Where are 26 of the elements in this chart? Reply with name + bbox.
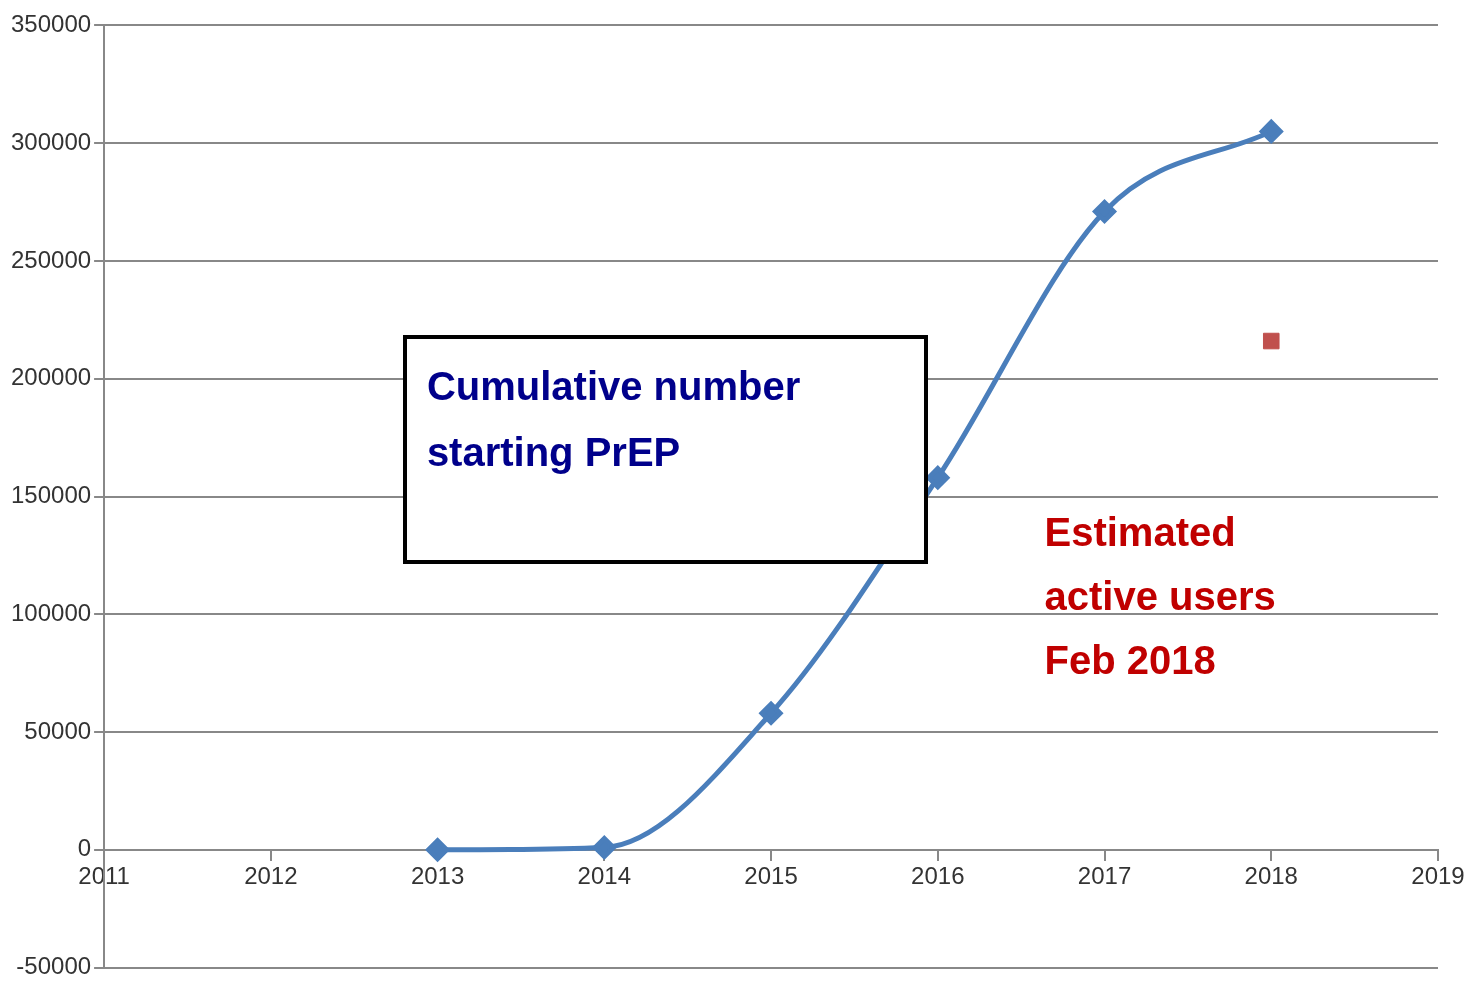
point — [592, 835, 616, 859]
y-tick-label: 300000 — [10, 127, 92, 155]
y-tick-label: 100000 — [10, 598, 92, 626]
y-tick-label: 0 — [77, 834, 92, 862]
x-tick-label: 2012 — [244, 861, 298, 889]
point — [1093, 199, 1117, 223]
text-box: Cumulative number starting PrEP — [402, 335, 929, 565]
x-tick-label: 2014 — [577, 861, 631, 889]
y-tick-label: 350000 — [10, 10, 92, 38]
point — [926, 466, 950, 490]
y-tick-label: 150000 — [10, 481, 92, 509]
point — [1259, 119, 1283, 143]
x-tick-label: 2019 — [1411, 861, 1465, 889]
x-tick-label: 2013 — [410, 861, 465, 889]
x-tick-label: 2016 — [911, 861, 965, 889]
annotation: Estimated active users Feb 2018 — [1044, 510, 1276, 683]
y-tick-label: 50000 — [24, 716, 92, 744]
point — [1262, 332, 1280, 350]
point — [426, 838, 450, 862]
y-tick-label: 250000 — [10, 245, 92, 273]
y-tick-label: -50000 — [16, 952, 92, 980]
x-tick-label: 2018 — [1244, 861, 1298, 889]
point — [759, 701, 783, 725]
x-tick-label: 2017 — [1077, 861, 1132, 889]
x-tick-label: 2015 — [744, 861, 798, 889]
y-tick-label: 200000 — [10, 363, 92, 391]
